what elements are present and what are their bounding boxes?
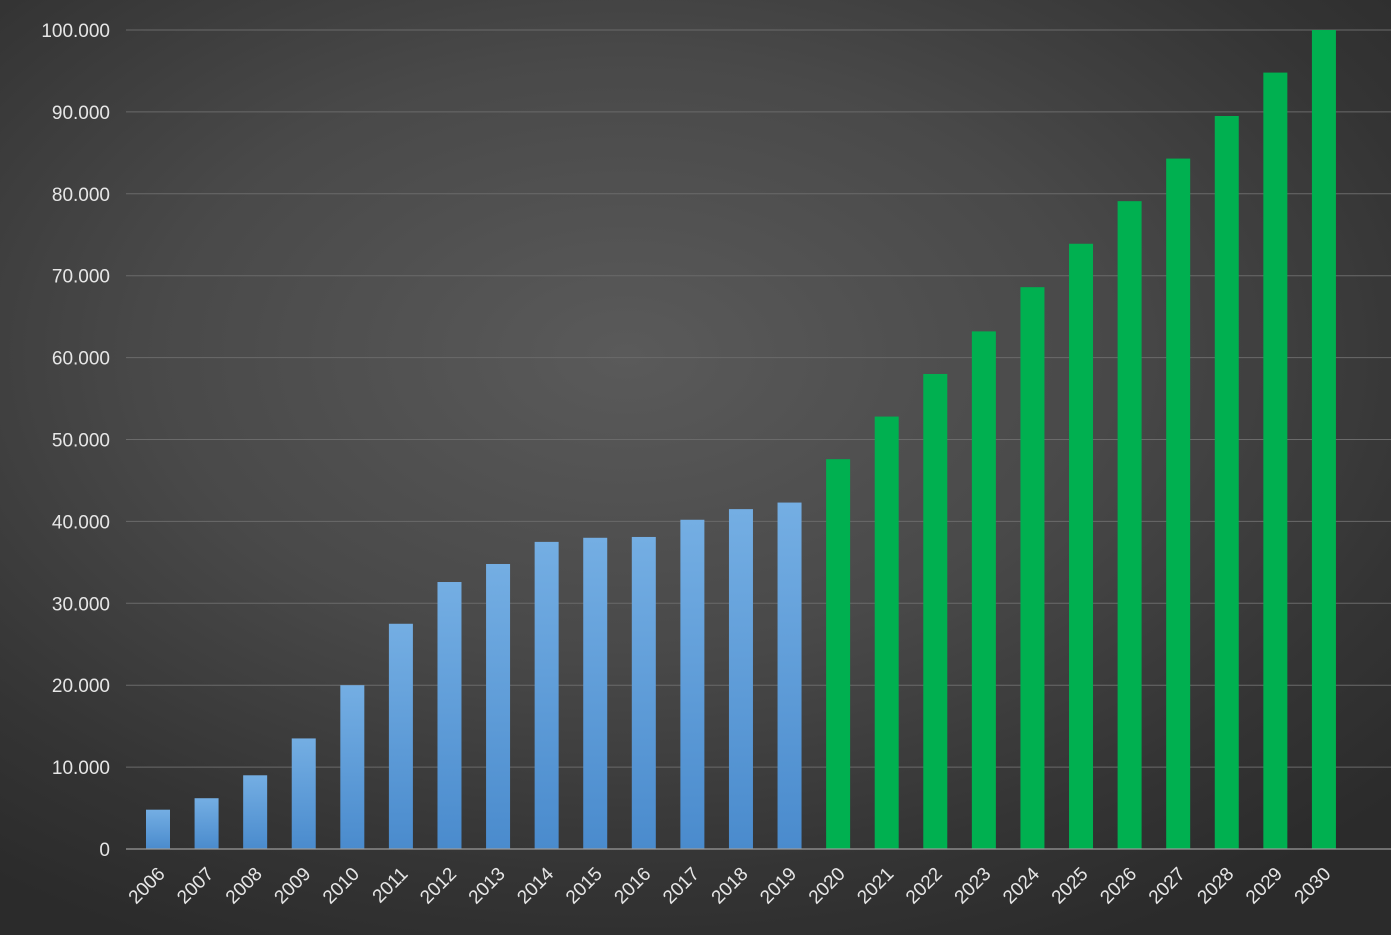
x-tick-label: 2024 xyxy=(999,863,1044,908)
bar-forecast-2020 xyxy=(826,459,851,849)
gridlines xyxy=(126,29,1391,768)
y-tick-label: 0 xyxy=(99,840,110,861)
x-tick-label: 2019 xyxy=(756,864,801,909)
x-tick-label: 2015 xyxy=(562,864,607,909)
x-tick-label: 2030 xyxy=(1291,864,1336,909)
bar-historical-2010 xyxy=(340,685,365,849)
bars xyxy=(146,30,1336,850)
bar-historical-2016 xyxy=(631,536,656,849)
x-tick-label: 2014 xyxy=(513,863,558,908)
bar-forecast-2030 xyxy=(1311,30,1336,849)
x-tick-label: 2008 xyxy=(222,864,267,909)
bar-historical-2014 xyxy=(534,541,559,850)
x-tick-label: 2011 xyxy=(369,864,413,908)
y-tick-label: 90.000 xyxy=(52,103,110,124)
bar-forecast-2024 xyxy=(1020,287,1045,849)
y-tick-label: 20.000 xyxy=(52,676,110,697)
x-tick-label: 2023 xyxy=(951,864,996,909)
bar-historical-2007 xyxy=(194,798,219,849)
bar-forecast-2029 xyxy=(1263,72,1288,850)
bar-forecast-2026 xyxy=(1117,201,1142,850)
x-tick-label: 2017 xyxy=(659,864,704,909)
x-tick-label: 2012 xyxy=(416,864,461,909)
bar-forecast-2025 xyxy=(1069,243,1094,849)
bar-forecast-2028 xyxy=(1214,116,1239,849)
x-tick-label: 2009 xyxy=(271,864,316,909)
bar-historical-2008 xyxy=(243,775,268,849)
x-axis-tick-labels: 2006 2007 2008 2009 2010 2011 2012 2013 2014 2015… xyxy=(125,863,1336,908)
y-tick-label: 50.000 xyxy=(52,431,110,452)
x-tick-label: 2028 xyxy=(1194,864,1239,909)
y-tick-label: 100.000 xyxy=(41,21,110,42)
x-tick-label: 2025 xyxy=(1048,864,1093,909)
bar-historical-2019 xyxy=(777,502,802,849)
bar-historical-2017 xyxy=(680,519,705,849)
x-tick-label: 2020 xyxy=(805,864,850,909)
x-tick-label: 2021 xyxy=(853,864,898,909)
y-tick-label: 70.000 xyxy=(52,267,110,288)
bar-forecast-2023 xyxy=(971,331,996,849)
x-tick-label: 2027 xyxy=(1145,864,1190,909)
bar-forecast-2021 xyxy=(874,416,899,849)
x-tick-label: 2010 xyxy=(319,864,364,909)
bar-historical-2012 xyxy=(437,582,462,849)
bar-historical-2015 xyxy=(583,537,608,849)
bar-historical-2006 xyxy=(146,809,170,849)
bar-forecast-2027 xyxy=(1166,158,1191,849)
y-axis-tick-labels: 0 10.000 20.000 30.000 40.000 50.000 60.000 70.… xyxy=(41,21,110,861)
y-tick-label: 60.000 xyxy=(52,349,110,370)
x-tick-label: 2016 xyxy=(611,864,656,909)
bar-historical-2013 xyxy=(486,563,511,849)
bar-forecast-2022 xyxy=(923,373,948,849)
x-tick-label: 2022 xyxy=(902,864,947,909)
bar-historical-2018 xyxy=(728,509,753,849)
bar-historical-2009 xyxy=(291,738,316,849)
x-tick-label: 2029 xyxy=(1242,864,1287,909)
x-tick-label: 2006 xyxy=(125,864,170,909)
y-tick-label: 30.000 xyxy=(52,594,110,615)
y-tick-label: 40.000 xyxy=(52,512,110,533)
y-tick-label: 10.000 xyxy=(52,758,110,779)
y-tick-label: 80.000 xyxy=(52,185,110,206)
x-tick-label: 2018 xyxy=(708,864,753,909)
bar-historical-2011 xyxy=(388,623,413,849)
x-tick-label: 2007 xyxy=(173,864,218,909)
x-tick-label: 2026 xyxy=(1096,864,1141,909)
x-tick-label: 2013 xyxy=(465,864,510,909)
